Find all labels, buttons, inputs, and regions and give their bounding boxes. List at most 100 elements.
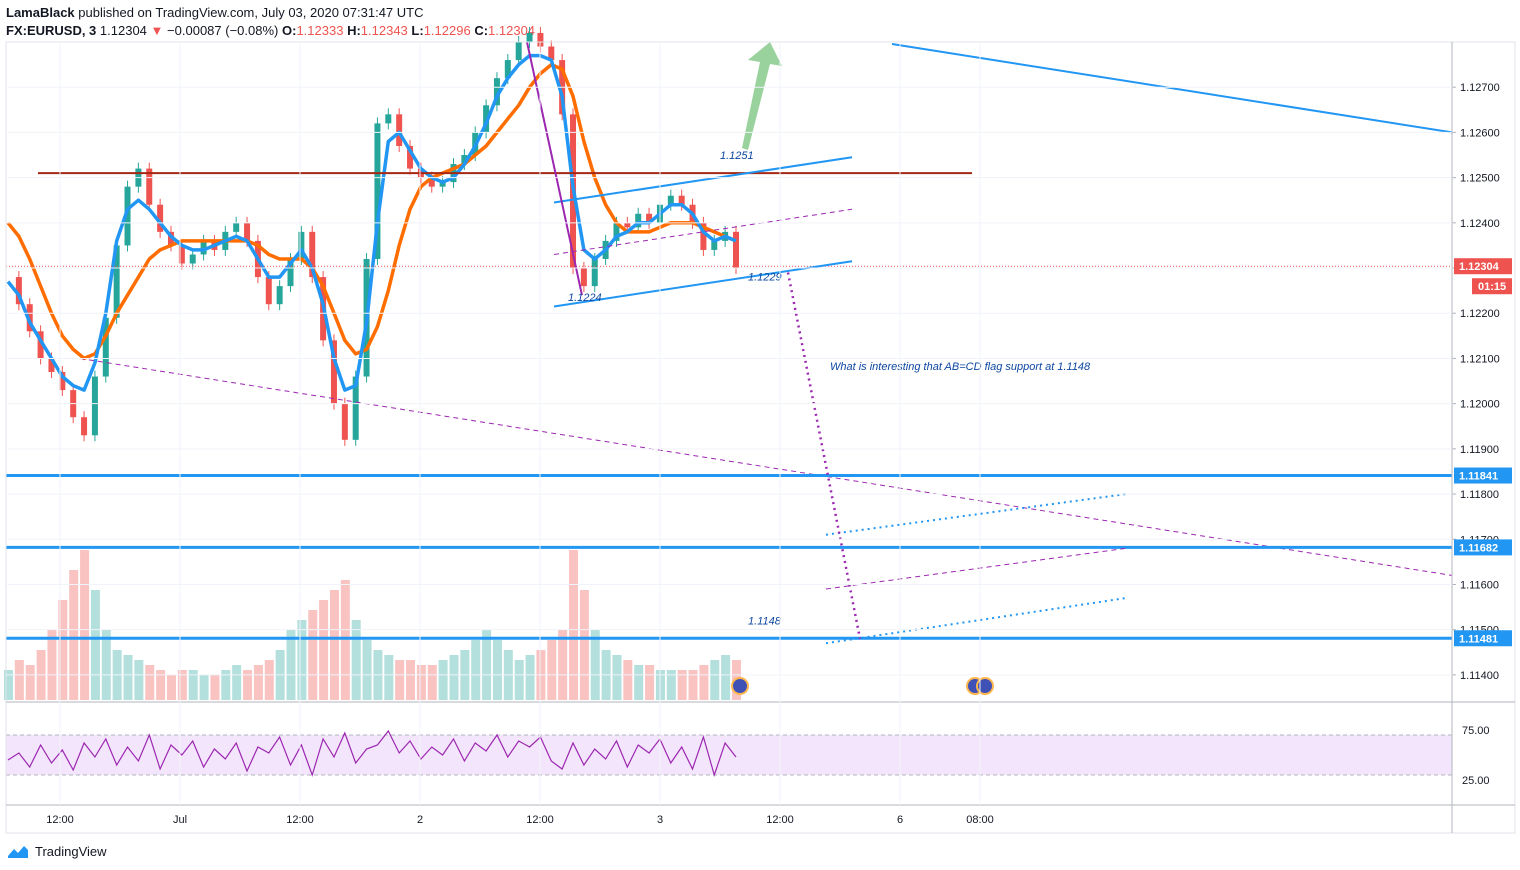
publish-info: published on TradingView.com, July 03, 2…	[78, 5, 424, 20]
volume-bar	[634, 665, 644, 700]
candle-body	[711, 240, 718, 250]
volume-bar	[243, 670, 253, 700]
candle-body	[15, 277, 22, 305]
volume-bar	[308, 610, 318, 700]
candle-body	[48, 358, 55, 372]
author-name[interactable]: LamaBlack	[6, 5, 75, 20]
volume-bar	[199, 675, 209, 700]
volume-bar	[710, 660, 720, 700]
candle-body	[341, 403, 348, 440]
annotation-label: 1.1224	[568, 292, 602, 304]
chart-frame	[5, 41, 1516, 834]
volume-bar	[558, 630, 568, 700]
main-price-pane[interactable]: 1.1251 1.1224 1.1229 1.1148 What is interest…	[4, 26, 1453, 700]
candle-body	[667, 195, 674, 205]
tradingview-logo-icon	[8, 846, 28, 858]
symbol-label[interactable]: FX:EURUSD, 3	[6, 23, 97, 38]
brand-label: TradingView	[35, 843, 107, 859]
candle-body	[124, 186, 131, 246]
downtrend-line[interactable]	[891, 43, 1453, 134]
candle-body	[635, 213, 642, 228]
candle-body	[233, 222, 240, 232]
candle-body	[439, 182, 446, 187]
candle-body	[733, 231, 739, 269]
down-arrow-icon: ▼	[150, 23, 164, 38]
volume-bar	[25, 665, 35, 700]
y-tick-label: 1.11900	[1460, 444, 1499, 456]
volume-bar	[297, 620, 307, 700]
level-price-tag	[1454, 630, 1512, 647]
volume-bar	[58, 600, 68, 700]
y-tick-label: 1.12500	[1460, 173, 1500, 185]
annotation-label: 1.1229	[748, 272, 782, 284]
chart-header-publish: LamaBlack published on TradingView.com, …	[6, 5, 423, 20]
candle-body	[537, 32, 544, 47]
rsi-pane[interactable]	[6, 729, 1452, 778]
volume-bar	[666, 670, 676, 700]
rsi-tick-label: 75.00	[1462, 725, 1490, 737]
volume-bar	[699, 665, 709, 700]
level-price-tag	[1454, 539, 1512, 556]
volume-bar	[253, 665, 263, 700]
x-tick-label: 12:00	[766, 814, 794, 826]
abcd-projection-path[interactable]	[786, 272, 862, 639]
ema-slow-line[interactable]	[6, 62, 737, 361]
candle-body	[352, 376, 359, 440]
last-price: 1.12304	[99, 23, 147, 38]
rsi-tick-label: 25.00	[1462, 775, 1490, 787]
candle-body	[548, 46, 555, 61]
y-tick-label: 1.12000	[1460, 399, 1500, 411]
event-marker-icon[interactable]	[731, 677, 749, 695]
volume-bar	[384, 655, 394, 700]
candle-body	[330, 340, 337, 404]
candle-body	[178, 245, 185, 264]
channel-upper-line[interactable]	[553, 156, 853, 204]
candle-body	[526, 32, 533, 42]
volume-bar	[145, 665, 155, 700]
volume-bar	[123, 655, 133, 700]
ab-leg-line[interactable]	[526, 41, 583, 296]
volume-bar	[416, 665, 426, 700]
y-tick-label: 1.11600	[1460, 579, 1499, 591]
volume-bar	[47, 630, 57, 700]
level-price-label: 1.11481	[1459, 633, 1498, 645]
candle-body	[504, 60, 511, 79]
open-label: O:	[281, 23, 297, 38]
candle-body	[59, 372, 66, 391]
volume-bar	[438, 660, 448, 700]
tradingview-brand[interactable]: TradingView	[6, 842, 107, 860]
volume-bar	[362, 640, 372, 700]
high-label: H:	[347, 23, 361, 38]
annotation-label: What is interesting that AB=CD flag supp…	[830, 361, 1091, 373]
volume-bar	[612, 655, 622, 700]
volume-bar	[482, 630, 492, 700]
event-marker-icon[interactable]	[976, 677, 994, 695]
volume-bar	[177, 670, 187, 700]
candle-body	[613, 222, 620, 241]
countdown-label: 01:15	[1478, 281, 1506, 293]
target-arrow-icon[interactable]	[742, 42, 782, 150]
candle-body	[407, 145, 414, 169]
ema-fast-line[interactable]	[6, 53, 737, 392]
volume-bar	[166, 675, 176, 700]
candle-body	[580, 268, 587, 287]
level-price-label: 1.11841	[1459, 471, 1498, 483]
channel-lower-line[interactable]	[553, 260, 853, 308]
volume-bar	[590, 630, 600, 700]
x-tick-label: 08:00	[966, 814, 994, 826]
close-label: C:	[474, 23, 489, 38]
rsi-line[interactable]	[7, 729, 737, 778]
flag-mid-projection	[825, 547, 1127, 590]
volume-bar	[579, 590, 589, 700]
candle-body	[515, 42, 522, 61]
candle-body	[309, 231, 316, 278]
volume-bar	[406, 660, 416, 700]
flag-upper-projection	[825, 493, 1127, 536]
candle-body	[428, 177, 435, 187]
level-price-label: 1.11682	[1459, 542, 1498, 554]
candle-body	[700, 222, 707, 250]
dashed-trend-line	[79, 357, 1453, 576]
volume-bar	[210, 675, 220, 700]
candle-body	[265, 277, 272, 305]
